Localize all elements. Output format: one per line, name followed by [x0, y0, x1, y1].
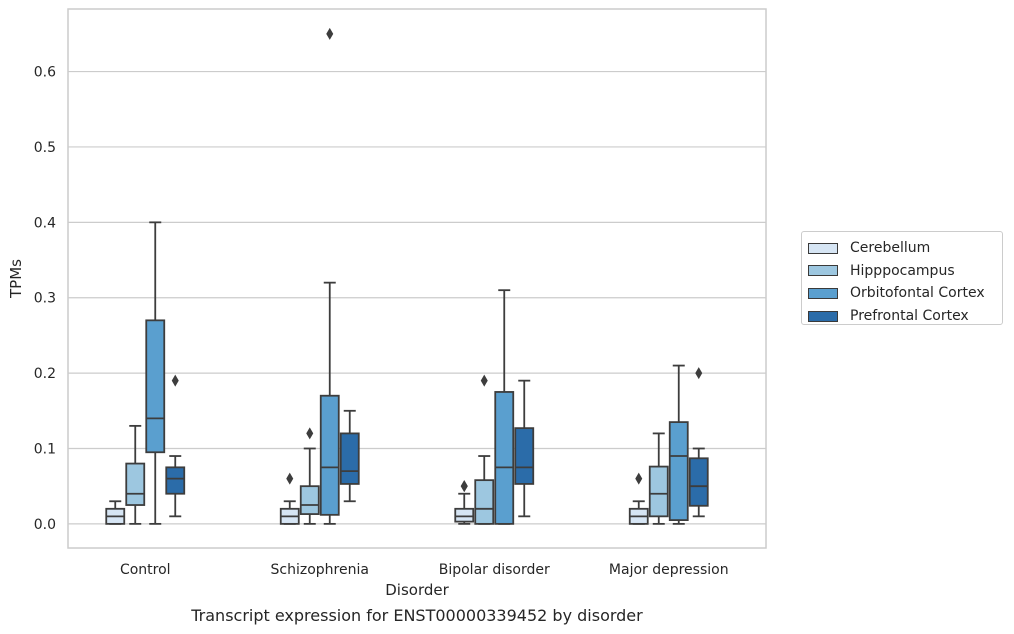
- box-body: [165, 466, 186, 495]
- outlier-marker: [171, 374, 179, 387]
- box-body: [454, 507, 475, 523]
- y-tick-label: 0.2: [34, 366, 56, 382]
- box-cerebellum: [628, 472, 649, 525]
- box-orbitofontal-cortex: [319, 27, 340, 525]
- legend-label: Orbitofontal Cortex: [850, 285, 985, 302]
- outlier-marker: [326, 27, 334, 40]
- figure-caption: Transcript expression for ENST0000033945…: [191, 606, 643, 625]
- grid-lines: [68, 70, 766, 525]
- box-body: [319, 394, 340, 516]
- legend-swatch: [808, 310, 838, 322]
- box-cerebellum: [454, 480, 475, 525]
- box-cerebellum: [105, 500, 126, 525]
- box-groups: [105, 27, 709, 525]
- plot-frame: [67, 8, 767, 549]
- legend-label: Prefrontal Cortex: [850, 308, 969, 325]
- box-body: [668, 421, 689, 522]
- box-body: [648, 465, 669, 518]
- outlier-marker: [306, 427, 314, 440]
- box-body: [299, 485, 320, 515]
- box-prefrontal-cortex: [514, 379, 535, 518]
- legend-label: Hipppocampus: [850, 262, 955, 279]
- y-tick-label: 0.5: [34, 140, 56, 156]
- legend-item: Hipppocampus: [808, 260, 1002, 283]
- legend: Cerebellum Hipppocampus Orbitofontal Corte…: [801, 231, 1003, 325]
- box-prefrontal-cortex: [688, 367, 709, 518]
- x-tick-label: Major depression: [609, 562, 729, 578]
- box-hipppocampus: [125, 424, 146, 525]
- outlier-marker: [480, 374, 488, 387]
- box-body: [125, 462, 146, 506]
- legend-swatch: [808, 265, 838, 277]
- box-prefrontal-cortex: [165, 374, 186, 518]
- box-body: [514, 427, 535, 485]
- box-hipppocampus: [299, 427, 320, 525]
- box-body: [145, 319, 166, 454]
- outlier-marker: [695, 367, 703, 380]
- legend-item: Orbitofontal Cortex: [808, 282, 1002, 305]
- y-axis-label: TPMs: [7, 259, 25, 299]
- box-cerebellum: [279, 472, 300, 525]
- outlier-marker: [286, 472, 294, 485]
- legend-label: Cerebellum: [850, 240, 931, 257]
- legend-swatch: [808, 242, 838, 254]
- y-tick-label: 0.6: [34, 65, 56, 81]
- legend-item: Cerebellum: [808, 237, 1002, 260]
- y-tick-label: 0.0: [34, 517, 56, 533]
- y-axis-ticks: 0.0 0.1 0.2 0.3 0.4 0.5 0.6: [34, 65, 56, 533]
- y-tick-label: 0.3: [34, 291, 56, 307]
- y-tick-label: 0.1: [34, 441, 56, 457]
- legend-swatch: [808, 287, 838, 299]
- box-orbitofontal-cortex: [668, 364, 689, 525]
- box-body: [474, 479, 495, 525]
- x-axis-label: Disorder: [385, 581, 449, 599]
- x-tick-label: Bipolar disorder: [439, 562, 550, 578]
- legend-item: Prefrontal Cortex: [808, 305, 1002, 328]
- x-axis-ticks: Control Schizophrenia Bipolar disorder Majo…: [120, 562, 729, 578]
- x-tick-label: Control: [120, 562, 171, 578]
- box-body: [688, 457, 709, 507]
- box-hipppocampus: [648, 432, 669, 525]
- x-tick-label: Schizophrenia: [271, 562, 369, 578]
- box-orbitofontal-cortex: [494, 289, 515, 525]
- box-body: [339, 432, 360, 485]
- box-body: [494, 391, 515, 525]
- box-hipppocampus: [474, 374, 495, 525]
- outlier-marker: [635, 472, 643, 485]
- outlier-marker: [460, 480, 468, 493]
- y-tick-label: 0.4: [34, 215, 56, 231]
- box-prefrontal-cortex: [339, 409, 360, 503]
- box-orbitofontal-cortex: [145, 221, 166, 525]
